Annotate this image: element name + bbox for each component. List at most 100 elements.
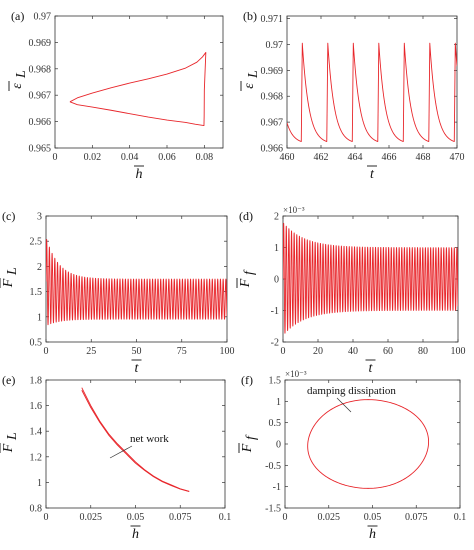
panel-label: (b) [243, 9, 257, 23]
y-tick-label: 2 [274, 212, 279, 223]
y-axis-label-subscript: L [5, 267, 20, 276]
y-tick-label: 1.8 [30, 376, 43, 387]
y-tick-label: 1.2 [30, 452, 43, 463]
x-tick-label: 460 [280, 152, 295, 163]
x-axis-label: t [369, 361, 374, 376]
annotation-leader [336, 397, 352, 413]
y-axis-label-group: Ff [236, 269, 257, 288]
chart-panel-e: 0 0.025 0.05 0.075 0.1 0.8 1 1.2 1.4 1.6 1.8 (e) h FL… [0, 373, 231, 542]
y-tick-label: 1 [276, 397, 281, 408]
plot-area [307, 399, 430, 489]
y-tick-label: 1.5 [30, 287, 43, 298]
axis-multiplier: ×10⁻³ [283, 205, 305, 215]
y-tick-label: 0.969 [261, 66, 284, 77]
panel-label: (e) [2, 373, 15, 387]
axes-frame [286, 15, 458, 149]
y-tick-label: 2.5 [30, 237, 43, 248]
x-tick-label: 0.05 [364, 512, 382, 523]
plot-area [46, 238, 227, 326]
x-tick-label: 80 [418, 346, 428, 357]
axes-frame [54, 15, 224, 149]
y-tick-label: -1 [271, 306, 279, 317]
x-tick-label: 468 [416, 152, 431, 163]
x-tick-label: 0.1 [454, 512, 467, 523]
y-tick-label: 0.965 [29, 144, 52, 155]
y-axis-label: F [1, 278, 16, 288]
x-tick-label: 470 [450, 152, 465, 163]
series-line-0 [307, 399, 430, 489]
y-axis-label-group: FL [0, 267, 20, 288]
panel-label: (a) [11, 9, 24, 23]
y-tick-label: 0.8 [30, 504, 43, 515]
y-tick-label: 1.5 [269, 376, 282, 387]
x-tick-label: 0.075 [169, 512, 192, 523]
plot-area [69, 51, 207, 127]
x-tick-label: 40 [348, 346, 358, 357]
x-tick-label: 100 [220, 346, 235, 357]
x-axis-label: h [136, 167, 143, 182]
y-tick-label: 0.966 [261, 144, 284, 155]
plot-area [81, 387, 190, 493]
annotation-leader [109, 445, 133, 459]
x-tick-label: 0.05 [127, 512, 145, 523]
y-axis-label-group: εL [8, 70, 29, 91]
x-tick-label: 75 [177, 346, 187, 357]
y-tick-label: 1 [274, 243, 279, 254]
chart-panel-a: 0 0.02 0.04 0.06 0.08 0.965 0.966 0.967 0.968 0.9… [8, 9, 224, 182]
y-tick-label: 0.969 [29, 38, 52, 49]
y-tick-label: 0.97 [266, 40, 284, 51]
y-tick-label: -0.5 [265, 461, 281, 472]
y-tick-label: 1 [37, 312, 42, 323]
y-axis-label: ε [242, 83, 257, 89]
y-tick-label: -1.5 [265, 504, 281, 515]
y-axis-label: F [240, 443, 255, 453]
panel-label: (c) [2, 209, 15, 223]
x-tick-label: 20 [313, 346, 323, 357]
x-tick-label: 0.08 [196, 152, 214, 163]
x-axis-label: h [132, 527, 139, 542]
axes-frame [284, 379, 461, 509]
x-tick-label: 466 [382, 152, 397, 163]
series-line-0 [283, 222, 458, 334]
x-tick-label: 0.06 [158, 152, 176, 163]
chart-panel-c: 0 25 50 75 100 0.5 1 1.5 2 2.5 3 (c) t FL [0, 209, 235, 376]
x-tick-label: 462 [314, 152, 329, 163]
y-tick-label: 2 [37, 262, 42, 273]
series-line-0 [81, 387, 190, 492]
annotation-label: net work [130, 433, 169, 445]
y-axis-label-subscript: L [5, 432, 20, 441]
x-tick-label: 0.02 [84, 152, 102, 163]
x-tick-label: 0.04 [121, 152, 139, 163]
chart-panel-d: 0 20 40 60 80 100 -2 -1 0 1 2 (d) t Ff ×10⁻³ [236, 205, 466, 376]
y-tick-label: 0.97 [34, 12, 52, 23]
panel-label: (f) [241, 373, 253, 387]
x-tick-label: 100 [451, 346, 466, 357]
series-line-0 [69, 51, 207, 127]
y-axis-label: ε [10, 83, 25, 89]
chart-panel-f: 0 0.025 0.05 0.075 0.1 -1.5 -1 -0.5 0 0.5 1 1.5 (f) h… [238, 369, 467, 542]
x-tick-label: 464 [348, 152, 363, 163]
y-tick-label: -2 [271, 338, 279, 349]
y-tick-label: -1 [273, 482, 281, 493]
y-tick-label: 0.968 [29, 64, 52, 75]
y-axis-label-group: Ff [238, 434, 259, 453]
plot-area [283, 222, 458, 334]
series-line-0 [46, 238, 227, 326]
y-tick-label: 0 [276, 440, 281, 451]
y-tick-label: 3 [37, 212, 42, 223]
panel-label: (d) [239, 209, 253, 223]
y-axis-label-group: FL [0, 432, 20, 453]
plot-area [287, 42, 457, 142]
y-tick-label: 1 [37, 478, 42, 489]
series-line-0 [287, 42, 457, 142]
x-tick-label: 0.025 [80, 512, 103, 523]
axis-multiplier: ×10⁻³ [285, 369, 307, 379]
y-axis-label-subscript: f [244, 434, 259, 440]
y-tick-label: 0.967 [261, 118, 284, 129]
x-tick-label: 25 [86, 346, 96, 357]
y-tick-label: 0.966 [29, 117, 52, 128]
chart-panel-b: 460 462 464 466 468 470 0.966 0.967 0.968 0.969 0.… [240, 9, 465, 182]
x-tick-label: 0 [283, 512, 288, 523]
y-tick-label: 0.967 [29, 91, 52, 102]
x-axis-label: t [135, 361, 140, 376]
